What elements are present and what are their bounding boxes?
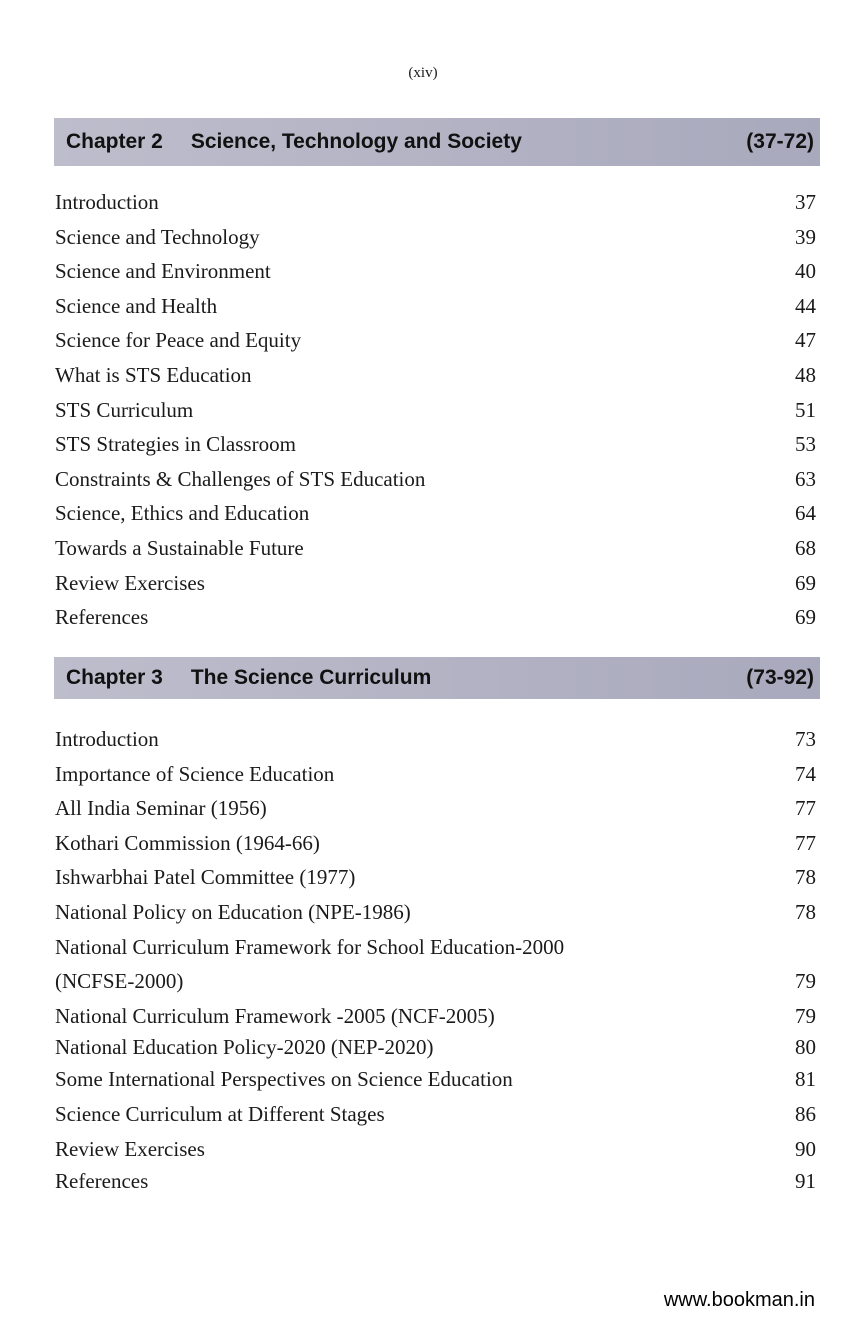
entry-title: Science Curriculum at Different Stages bbox=[55, 1101, 385, 1126]
entry-title: Some International Perspectives on Scien… bbox=[55, 1067, 513, 1092]
entry-page: 40 bbox=[795, 259, 816, 284]
entry-title: Review Exercises bbox=[55, 570, 205, 595]
entry-page: 90 bbox=[795, 1136, 816, 1161]
toc-entry: Towards a Sustainable Future 68 bbox=[55, 531, 816, 566]
toc-entry: STS Strategies in Classroom 53 bbox=[55, 427, 816, 462]
toc-entry: Constraints & Challenges of STS Educatio… bbox=[55, 462, 816, 497]
toc-entry: All India Seminar (1956) 77 bbox=[55, 791, 816, 826]
entry-page: 77 bbox=[795, 830, 816, 855]
entry-page: 79 bbox=[795, 969, 816, 994]
toc-entry: National Curriculum Framework -2005 (NCF… bbox=[55, 999, 816, 1034]
entry-page: 78 bbox=[795, 865, 816, 890]
chapter-page-range: (37-72) bbox=[746, 130, 814, 153]
entry-page: 44 bbox=[795, 293, 816, 318]
entry-page: 81 bbox=[795, 1067, 816, 1092]
entry-title: STS Curriculum bbox=[55, 397, 194, 422]
entry-title: Towards a Sustainable Future bbox=[55, 535, 304, 560]
toc-entry: References 69 bbox=[55, 600, 816, 635]
toc-entry: Review Exercises 90 bbox=[55, 1132, 816, 1167]
entry-title: Science, Ethics and Education bbox=[55, 501, 310, 526]
toc-entry: What is STS Education 48 bbox=[55, 358, 816, 393]
entry-title: Science for Peace and Equity bbox=[55, 328, 302, 353]
entry-page: 68 bbox=[795, 535, 816, 560]
entry-page: 37 bbox=[795, 190, 816, 214]
entry-page: 77 bbox=[795, 796, 816, 821]
entry-page: 47 bbox=[795, 328, 816, 353]
entry-title: Kothari Commission (1964-66) bbox=[55, 830, 320, 855]
page-number: (xiv) bbox=[408, 65, 438, 81]
entry-page: 79 bbox=[795, 1003, 816, 1028]
entry-title: Constraints & Challenges of STS Educatio… bbox=[55, 466, 426, 491]
entry-page: 64 bbox=[795, 501, 816, 526]
toc-entry: National Policy on Education (NPE-1986) 7… bbox=[55, 895, 816, 930]
entry-page: 48 bbox=[795, 362, 816, 387]
toc-entry: Introduction 37 bbox=[55, 185, 816, 220]
toc-entry: References 91 bbox=[55, 1166, 816, 1196]
entry-title: What is STS Education bbox=[55, 362, 252, 387]
entry-title: Ishwarbhai Patel Committee (1977) bbox=[55, 865, 356, 890]
toc-entry: National Curriculum Framework for School… bbox=[55, 930, 816, 965]
entry-title: (NCFSE-2000) bbox=[55, 969, 184, 994]
website-footer: www.bookman.in bbox=[663, 1289, 815, 1311]
entry-page: 86 bbox=[795, 1101, 816, 1126]
toc-entry: Review Exercises 69 bbox=[55, 566, 816, 601]
toc-entry: Science for Peace and Equity 47 bbox=[55, 323, 816, 358]
toc-entry: Science, Ethics and Education 64 bbox=[55, 496, 816, 531]
entry-title: Review Exercises bbox=[55, 1136, 205, 1161]
toc-entry: Science and Health 44 bbox=[55, 289, 816, 324]
entry-page: 91 bbox=[795, 1169, 816, 1194]
entry-title: Introduction bbox=[55, 727, 159, 751]
entry-title: Introduction bbox=[55, 190, 159, 214]
entry-title: National Curriculum Framework for School… bbox=[55, 934, 565, 959]
chapter-2-header: Chapter 2 Science, Technology and Societ… bbox=[54, 118, 820, 166]
chapter-3-entries: Introduction 73 Importance of Science Educ… bbox=[55, 722, 816, 1196]
entry-page: 80 bbox=[795, 1035, 816, 1060]
toc-entry: Kothari Commission (1964-66) 77 bbox=[55, 826, 816, 861]
entry-page: 51 bbox=[795, 397, 816, 422]
entry-page: 53 bbox=[795, 432, 816, 457]
entry-title: STS Strategies in Classroom bbox=[55, 432, 296, 457]
entry-page: 78 bbox=[795, 899, 816, 924]
toc-entry: Science Curriculum at Different Stages 86 bbox=[55, 1097, 816, 1132]
toc-entry: (NCFSE-2000) 79 bbox=[55, 964, 816, 999]
entry-page: 39 bbox=[795, 224, 816, 249]
entry-title: National Policy on Education (NPE-1986) bbox=[55, 899, 411, 924]
entry-page: 63 bbox=[795, 466, 816, 491]
entry-page: 69 bbox=[795, 605, 816, 630]
entry-page: 73 bbox=[795, 727, 816, 751]
toc-entry: Introduction 73 bbox=[55, 722, 816, 757]
chapter-title: The Science Curriculum bbox=[190, 666, 432, 689]
chapter-3-header: Chapter 3 The Science Curriculum (73-92) bbox=[54, 657, 820, 699]
entry-title: Importance of Science Education bbox=[55, 761, 335, 786]
entry-title: Science and Technology bbox=[55, 224, 260, 249]
toc-entry: National Education Policy-2020 (NEP-2020… bbox=[55, 1033, 816, 1062]
chapter-label: Chapter 3 bbox=[66, 666, 163, 689]
entry-title: All India Seminar (1956) bbox=[55, 796, 267, 821]
chapter-label: Chapter 2 bbox=[66, 130, 163, 153]
entry-page: 74 bbox=[795, 761, 816, 786]
chapter-title: Science, Technology and Society bbox=[190, 130, 522, 153]
toc-entry: Some International Perspectives on Scien… bbox=[55, 1062, 816, 1097]
chapter-2-entries: Introduction 37 Science and Technology 39 Sc… bbox=[55, 185, 816, 635]
entry-title: National Curriculum Framework -2005 (NCF… bbox=[55, 1003, 495, 1028]
toc-entry: Science and Technology 39 bbox=[55, 220, 816, 255]
entry-title: National Education Policy-2020 (NEP-2020… bbox=[55, 1035, 434, 1060]
toc-entry: STS Curriculum 51 bbox=[55, 393, 816, 428]
entry-title: Science and Health bbox=[55, 293, 218, 318]
chapter-page-range: (73-92) bbox=[746, 666, 814, 689]
toc-entry: Importance of Science Education 74 bbox=[55, 757, 816, 792]
toc-entry: Ishwarbhai Patel Committee (1977) 78 bbox=[55, 860, 816, 895]
entry-title: Science and Environment bbox=[55, 259, 271, 284]
entry-page: 69 bbox=[795, 570, 816, 595]
toc-entry: Science and Environment 40 bbox=[55, 254, 816, 289]
entry-title: References bbox=[55, 1169, 149, 1194]
entry-title: References bbox=[55, 605, 149, 630]
